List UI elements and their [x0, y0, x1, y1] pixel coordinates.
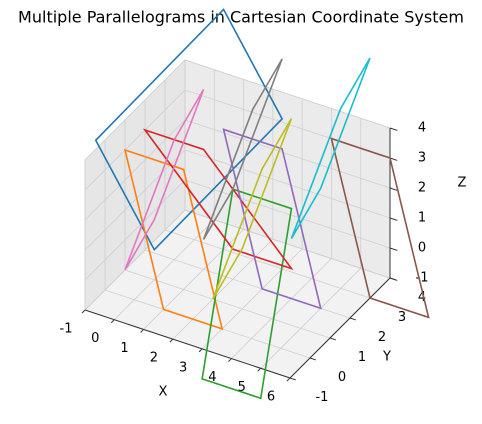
x-tick-label: 5 [238, 380, 246, 395]
y-tick-label: 2 [378, 330, 386, 345]
y-tick-label: 4 [418, 290, 426, 305]
parallelogram [201, 188, 293, 400]
x-tick [140, 329, 144, 333]
grid-line [231, 258, 332, 359]
parallelogram [94, 8, 284, 252]
grid-line [184, 59, 391, 129]
z-tick [389, 187, 398, 191]
grid-line [201, 248, 303, 350]
z-tick-label: 0 [418, 241, 426, 256]
grid-line [84, 89, 186, 191]
y-tick [289, 377, 297, 381]
chart-title: Multiple Parallelograms in Cartesian Coo… [18, 8, 464, 27]
x-tick-label: 6 [267, 390, 275, 405]
y-tick [349, 317, 357, 321]
y-tick [309, 357, 317, 361]
z-tick [389, 217, 398, 221]
y-axis-label: Y [382, 350, 391, 365]
z-tick-label: 2 [418, 181, 426, 196]
x-tick-label: 2 [150, 351, 158, 366]
grid-line [84, 179, 186, 281]
grid-line [172, 238, 274, 340]
x-tick [257, 367, 262, 372]
x-tick [110, 319, 115, 324]
y-tick-label: 3 [398, 310, 406, 325]
z-tick [389, 127, 398, 131]
x-tick-label: 4 [208, 370, 216, 385]
x-tick-label: 3 [179, 360, 187, 375]
x-axis-label: X [159, 385, 168, 400]
z-tick-label: 4 [418, 121, 426, 136]
parallelogram [222, 128, 322, 310]
grid-line [84, 149, 186, 251]
x-tick [169, 338, 174, 343]
grid-line [184, 149, 391, 219]
x-tick [81, 309, 86, 314]
grid-line [84, 59, 186, 161]
parallelogram [330, 137, 430, 319]
z-axis-label: Z [458, 176, 467, 191]
x-tick [198, 348, 203, 353]
y-tick-label: 1 [358, 350, 366, 365]
parallelogram [212, 118, 293, 300]
grid-line [184, 209, 391, 279]
z-tick-label: 3 [418, 151, 426, 166]
z-tick [389, 157, 398, 161]
z-tick-label: 1 [418, 211, 426, 226]
grid-line [164, 229, 371, 299]
parallelogram [290, 57, 371, 239]
parallelogram [123, 148, 224, 331]
grid-line [260, 268, 361, 369]
x-tick-label: 1 [120, 341, 128, 356]
x-tick-label: -1 [60, 322, 73, 337]
z-tick [389, 277, 398, 281]
y-tick-label: -1 [315, 390, 328, 405]
grid-line [114, 219, 215, 320]
grid-line [84, 119, 186, 221]
x-tick [228, 358, 232, 362]
grid-line [184, 119, 391, 189]
x-tick [286, 377, 291, 382]
x-tick-label: 0 [91, 331, 99, 346]
x-axis-line [84, 309, 291, 379]
grid-line [143, 229, 244, 330]
y-tick-label: 0 [338, 370, 346, 385]
y-tick [329, 337, 337, 341]
parallelogram [202, 58, 283, 240]
parallelogram [124, 89, 205, 271]
grid-line [84, 209, 186, 311]
y-axis-line [289, 277, 391, 379]
grid-line [124, 269, 331, 339]
z-tick [389, 247, 398, 251]
